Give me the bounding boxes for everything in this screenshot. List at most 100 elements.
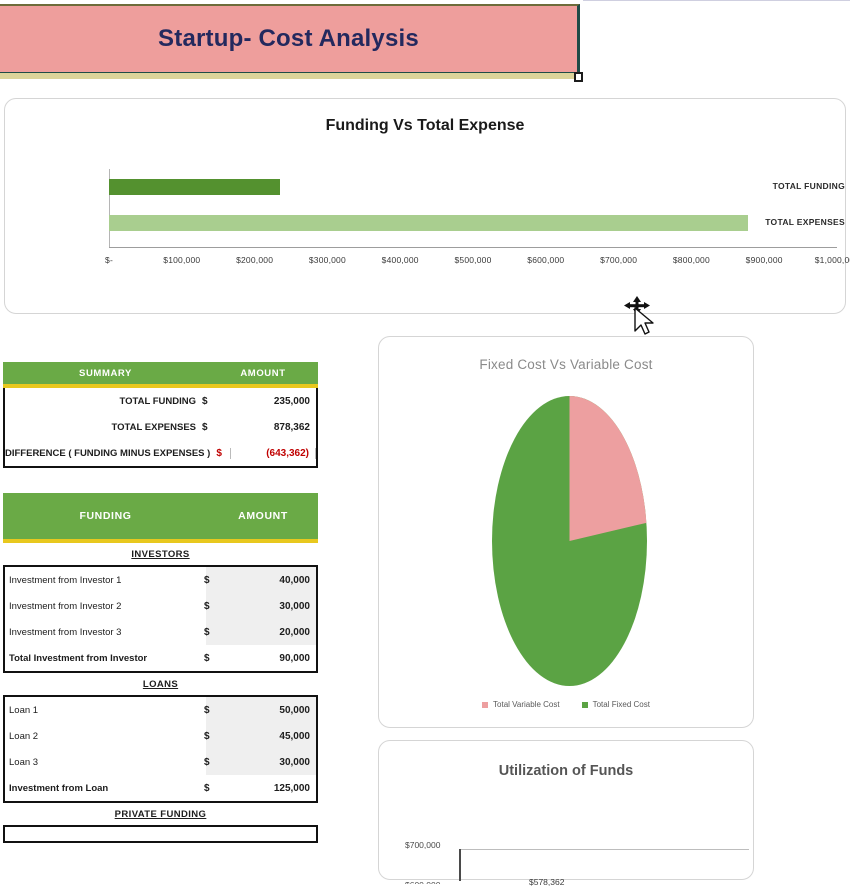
summary-row-value: (643,362)	[229, 447, 316, 459]
summary-row[interactable]: TOTAL FUNDING $235,000	[5, 388, 316, 414]
summary-table-body: TOTAL FUNDING $235,000 TOTAL EXPENSES $878,…	[3, 388, 318, 468]
bar-axis-tick: $300,000	[308, 255, 346, 265]
summary-row[interactable]: TOTAL EXPENSES $878,362	[5, 414, 316, 440]
funding-row-currency: $	[204, 730, 210, 742]
funding-row-value: 50,000	[279, 704, 310, 716]
bar-category-label-expenses: TOTAL EXPENSES	[765, 217, 845, 227]
funding-section-group: Investment from Investor 1 $40,000 Investm…	[3, 565, 318, 673]
selection-resize-handle[interactable]	[574, 72, 583, 82]
bar-axis-tick: $-	[105, 255, 113, 265]
summary-row-label: TOTAL EXPENSES	[111, 421, 196, 433]
legend-swatch-variable-icon	[482, 701, 489, 708]
summary-table-header: SUMMARY AMOUNT	[3, 362, 318, 388]
utilization-data-label: $578,362	[529, 877, 565, 887]
pie-chart-graphic[interactable]	[492, 396, 647, 686]
funding-section-label: INVESTORS	[131, 549, 190, 560]
pie-chart-title: Fixed Cost Vs Variable Cost	[479, 357, 653, 372]
summary-row-label: DIFFERENCE ( FUNDING MINUS EXPENSES )	[5, 447, 211, 459]
pie-svg	[492, 396, 647, 686]
amount-column-shading	[206, 567, 316, 645]
funding-row-value: 45,000	[279, 730, 310, 742]
utilization-y-tick-600000: $600,000	[405, 880, 441, 890]
funding-row-name: Loan 3	[9, 756, 39, 768]
title-banner-underline	[0, 73, 580, 79]
legend-item-total-variable-cost[interactable]: Total Variable Cost	[482, 700, 560, 709]
funding-table-row[interactable]: Total Investment from Investor $90,000	[5, 645, 316, 671]
summary-row-currency: $	[216, 447, 222, 459]
legend-item-total-fixed-cost[interactable]: Total Fixed Cost	[581, 700, 650, 709]
funding-section-group: Loan 1 $50,000 Loan 2 $45,000 Loan 3 $30,000 I…	[3, 695, 318, 803]
funding-row-name: Investment from Investor 3	[9, 626, 122, 638]
funding-table-row[interactable]: Loan 1 $50,000	[5, 697, 316, 723]
bar-axis-tick: $500,000	[454, 255, 492, 265]
bar-total-expenses[interactable]	[109, 215, 749, 231]
summary-header-label: SUMMARY	[79, 367, 132, 379]
funding-header-amount: AMOUNT	[238, 510, 288, 522]
bar-chart-title: Funding Vs Total Expense	[325, 117, 525, 134]
funding-row-currency: $	[204, 600, 210, 612]
funding-row-value: 40,000	[279, 574, 310, 586]
summary-row-value: 235,000	[273, 395, 310, 407]
funding-table-row[interactable]: Investment from Investor 1 $40,000	[5, 567, 316, 593]
funding-row-value: 90,000	[279, 652, 310, 664]
bar-chart-value-axis	[109, 169, 110, 247]
funding-row-name: Loan 1	[9, 704, 39, 716]
funding-row-name: Total Investment from Investor	[9, 652, 148, 664]
funding-row-currency: $	[204, 782, 210, 794]
bar-axis-tick: $800,000	[672, 255, 710, 265]
spreadsheet-blank-area	[583, 0, 850, 82]
title-banner[interactable]: Startup- Cost Analysis	[0, 4, 580, 73]
funding-section-group	[3, 825, 318, 843]
funding-vs-expense-chart-card[interactable]: Funding Vs Total Expense TOTAL FUNDING T…	[4, 98, 850, 314]
amount-column-shading	[206, 697, 316, 775]
funding-row-value: 30,000	[279, 600, 310, 612]
funding-table-header: FUNDING AMOUNT	[3, 493, 318, 543]
legend-label-variable: Total Variable Cost	[493, 700, 560, 709]
summary-row-value: 878,362	[273, 421, 310, 433]
funding-row-name: Investment from Investor 2	[9, 600, 122, 612]
funding-row-name: Investment from Investor 1	[9, 574, 122, 586]
funding-row-currency: $	[204, 626, 210, 638]
funding-table-row[interactable]: Investment from Loan $125,000	[5, 775, 316, 801]
fixed-vs-variable-cost-chart-card[interactable]: Fixed Cost Vs Variable Cost Total Variab…	[378, 336, 754, 728]
bar-axis-tick: $600,000	[527, 255, 565, 265]
bar-axis-tick: $900,000	[745, 255, 783, 265]
summary-row-currency: $	[202, 395, 208, 407]
funding-row-name: Investment from Loan	[9, 782, 109, 794]
bar-axis-tick: $400,000	[381, 255, 419, 265]
summary-header-amount: AMOUNT	[240, 367, 286, 379]
funding-row-value: 30,000	[279, 756, 310, 768]
summary-row[interactable]: DIFFERENCE ( FUNDING MINUS EXPENSES ) $ (6…	[5, 440, 316, 466]
pie-slice-total-variable-cost	[569, 396, 647, 541]
utilization-chart-title: Utilization of Funds	[498, 763, 634, 779]
bar-total-funding[interactable]	[109, 179, 281, 195]
legend-swatch-fixed-icon	[581, 701, 588, 708]
funding-section-label: LOANS	[142, 679, 179, 690]
bar-chart-category-axis	[109, 247, 837, 248]
funding-section-label: PRIVATE FUNDING	[114, 809, 207, 820]
utilization-value-axis	[459, 849, 461, 881]
funding-table-body: INVESTORS Investment from Investor 1 $40,0…	[3, 543, 318, 843]
funding-table-row[interactable]: Investment from Investor 3 $20,000	[5, 619, 316, 645]
summary-row-label: TOTAL FUNDING	[119, 395, 196, 407]
funding-row-currency: $	[204, 652, 210, 664]
pie-chart-legend: Total Variable Cost Total Fixed Cost	[379, 700, 753, 709]
funding-table[interactable]: FUNDING AMOUNT INVESTORS Investment from …	[3, 493, 318, 843]
bar-axis-tick: $1,000,000	[814, 255, 850, 265]
funding-table-row[interactable]: Investment from Investor 2 $30,000	[5, 593, 316, 619]
funding-row-currency: $	[204, 704, 210, 716]
legend-label-fixed: Total Fixed Cost	[592, 700, 650, 709]
utilization-y-tick-700000: $700,000	[405, 840, 441, 850]
funding-row-value: 20,000	[279, 626, 310, 638]
utilization-of-funds-chart-card[interactable]: Utilization of Funds $700,000 $600,000 $…	[378, 740, 754, 887]
summary-row-currency: $	[202, 421, 208, 433]
bar-axis-tick: $100,000	[163, 255, 201, 265]
funding-row-value: 125,000	[273, 782, 310, 794]
summary-table[interactable]: SUMMARY AMOUNT TOTAL FUNDING $235,000 TOTA…	[3, 362, 318, 468]
page-title: Startup- Cost Analysis	[158, 25, 419, 52]
funding-row-name: Loan 2	[9, 730, 39, 742]
funding-table-row[interactable]: Loan 3 $30,000	[5, 749, 316, 775]
funding-header-label: FUNDING	[79, 510, 132, 522]
bar-category-label-funding: TOTAL FUNDING	[772, 181, 845, 191]
funding-table-row[interactable]: Loan 2 $45,000	[5, 723, 316, 749]
